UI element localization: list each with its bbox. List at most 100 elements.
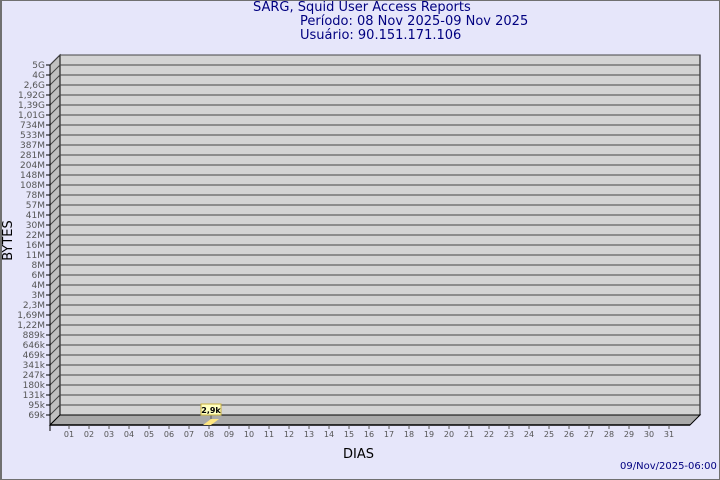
y-tick-label: 95k xyxy=(28,401,45,411)
y-tick-label: 533M xyxy=(20,131,45,141)
y-tick-label: 78M xyxy=(26,191,45,201)
y-tick-label: 1,39G xyxy=(18,101,45,111)
x-tick-label: 16 xyxy=(364,430,374,439)
x-tick-label: 03 xyxy=(104,430,114,439)
y-tick-label: 341k xyxy=(23,361,46,371)
gridline-wall xyxy=(49,54,61,66)
x-tick-label: 15 xyxy=(344,430,354,439)
x-tick-label: 08 xyxy=(204,430,214,439)
x-tick-label: 28 xyxy=(604,430,614,439)
gridline-wall xyxy=(49,184,61,196)
gridline-wall xyxy=(49,154,61,166)
y-tick-label: 734M xyxy=(20,121,45,131)
x-tick-label: 27 xyxy=(584,430,594,439)
gridline-wall xyxy=(49,374,61,386)
gridline-wall xyxy=(49,304,61,316)
data-label: 2,9k xyxy=(201,406,221,415)
gridline-wall xyxy=(49,94,61,106)
x-tick-label: 18 xyxy=(404,430,414,439)
y-tick-label: 180k xyxy=(23,381,46,391)
y-tick-label: 1,22M xyxy=(17,321,45,331)
gridline-wall xyxy=(49,244,61,256)
user-label: Usuário: 90.151.171.106 xyxy=(300,28,462,43)
gridline-wall xyxy=(49,384,61,396)
gridline-wall xyxy=(49,84,61,96)
x-tick-label: 30 xyxy=(644,430,654,439)
timestamp: 09/Nov/2025-06:00 xyxy=(620,461,717,472)
bar-08 xyxy=(203,419,219,425)
y-tick-label: 5G xyxy=(32,61,45,71)
y-tick-label: 1,69M xyxy=(17,311,45,321)
x-tick-label: 06 xyxy=(164,430,174,439)
x-tick-label: 17 xyxy=(384,430,394,439)
gridline-wall xyxy=(49,354,61,366)
x-tick-label: 19 xyxy=(424,430,434,439)
plot-floor xyxy=(48,414,702,426)
gridline-wall xyxy=(49,294,61,306)
x-tick-label: 14 xyxy=(324,430,334,439)
data-label-box xyxy=(200,403,222,416)
x-tick-label: 02 xyxy=(84,430,94,439)
period-label: Período: 08 Nov 2025-09 Nov 2025 xyxy=(300,14,529,29)
gridline-wall xyxy=(49,404,61,416)
y-tick-label: 57M xyxy=(26,201,45,211)
y-tick-label: 30M xyxy=(26,221,45,231)
y-tick-label: 148M xyxy=(20,171,45,181)
x-tick-label: 11 xyxy=(264,430,274,439)
x-tick-label: 29 xyxy=(624,430,634,439)
y-tick-label: 6M xyxy=(32,271,46,281)
gridline-wall xyxy=(49,254,61,266)
y-tick-label: 204M xyxy=(20,161,45,171)
y-tick-label: 1,01G xyxy=(18,111,45,121)
x-tick-label: 23 xyxy=(504,430,514,439)
gridline-wall xyxy=(49,74,61,86)
y-tick-label: 69k xyxy=(28,411,45,421)
y-tick-label: 4M xyxy=(32,281,46,291)
gridline-wall xyxy=(49,174,61,186)
y-tick-label: 108M xyxy=(20,181,45,191)
x-tick-label: 10 xyxy=(244,430,254,439)
gridline-wall xyxy=(49,104,61,116)
gridline-wall xyxy=(49,324,61,336)
x-tick-label: 21 xyxy=(464,430,474,439)
y-tick-label: 11M xyxy=(26,251,45,261)
gridline-wall xyxy=(49,334,61,346)
y-tick-label: 247k xyxy=(23,371,46,381)
gridline-wall xyxy=(49,224,61,236)
gridline-wall xyxy=(49,164,61,176)
x-tick-label: 26 xyxy=(564,430,574,439)
x-tick-label: 20 xyxy=(444,430,454,439)
y-tick-label: 16M xyxy=(26,241,45,251)
x-tick-label: 07 xyxy=(184,430,194,439)
x-tick-label: 09 xyxy=(224,430,234,439)
x-tick-label: 22 xyxy=(484,430,494,439)
gridline-wall xyxy=(49,314,61,326)
y-tick-label: 3M xyxy=(32,291,46,301)
gridline-wall xyxy=(49,114,61,126)
y-tick-label: 646k xyxy=(23,341,46,351)
y-tick-label: 8M xyxy=(32,261,46,271)
y-tick-label: 41M xyxy=(26,211,45,221)
y-tick-label: 889k xyxy=(23,331,46,341)
x-tick-label: 24 xyxy=(524,430,534,439)
gridline-wall xyxy=(49,344,61,356)
y-tick-label: 387M xyxy=(20,141,45,151)
gridline-wall xyxy=(49,214,61,226)
y-tick-label: 469k xyxy=(23,351,46,361)
x-tick-label: 12 xyxy=(284,430,294,439)
gridline-wall xyxy=(49,234,61,246)
y-tick-label: 281M xyxy=(20,151,45,161)
gridline-wall xyxy=(49,64,61,76)
x-tick-label: 04 xyxy=(124,430,134,439)
y-tick-label: 131k xyxy=(23,391,46,401)
y-tick-label: 2,6G xyxy=(24,81,45,91)
gridline-wall xyxy=(49,394,61,406)
x-tick-label: 31 xyxy=(664,430,674,439)
y-tick-label: 4G xyxy=(32,71,45,81)
gridline-wall xyxy=(49,264,61,276)
gridline-wall xyxy=(49,284,61,296)
y-tick-label: 22M xyxy=(26,231,45,241)
y-tick-label: 1,92G xyxy=(18,91,45,101)
x-tick-label: 01 xyxy=(64,430,74,439)
gridline-wall xyxy=(49,144,61,156)
